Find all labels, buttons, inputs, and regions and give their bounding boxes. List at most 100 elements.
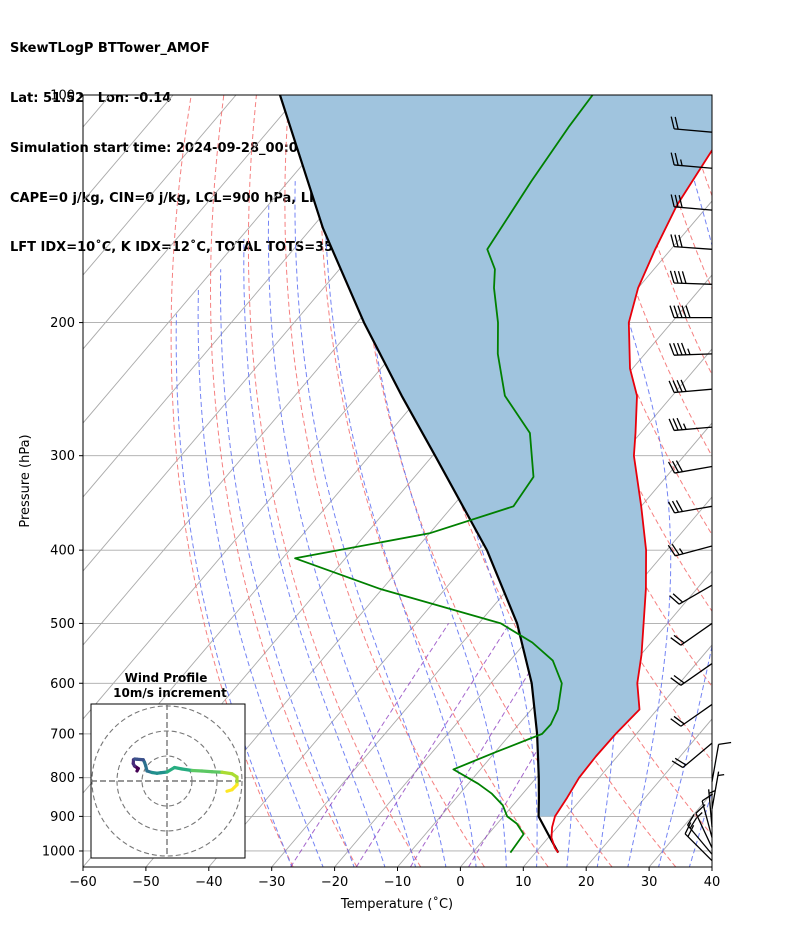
moist-adiabat <box>294 181 447 867</box>
mixing-ratio-line <box>409 623 561 867</box>
isotherm-line <box>83 95 237 276</box>
wind-barb <box>711 771 725 810</box>
wind-barb <box>687 814 713 855</box>
wind-barb <box>667 500 713 514</box>
dry-adiabat <box>319 95 549 867</box>
temperature-line <box>550 148 712 854</box>
wind-barbs <box>667 116 732 862</box>
y-tick-label: 300 <box>50 449 75 464</box>
isotherm-line <box>711 866 712 867</box>
mixing-ratio-line <box>290 623 450 867</box>
wind-barb <box>668 417 713 432</box>
moist-adiabat <box>657 95 712 867</box>
dry-adiabat <box>679 95 712 198</box>
x-tick-label: −10 <box>384 875 411 890</box>
moist-adiabat <box>356 110 507 867</box>
wind-barb <box>670 234 713 250</box>
isotherm-line <box>522 644 712 867</box>
dry-adiabat <box>209 95 358 867</box>
y-tick-label: 600 <box>50 677 75 692</box>
hodograph-segment <box>200 769 214 774</box>
hodograph-segment <box>190 768 204 773</box>
wind-barb <box>669 584 713 605</box>
mixing-ratio-line <box>355 623 511 867</box>
moist-adiabat <box>219 269 355 867</box>
dry-adiabat <box>484 95 712 688</box>
hodograph-segment <box>180 767 194 773</box>
hodograph-title: Wind Profile <box>125 671 208 685</box>
dry-adiabat <box>247 95 422 867</box>
dry-adiabat <box>581 95 712 458</box>
cin-shading <box>280 95 712 817</box>
wind-barb <box>670 622 713 646</box>
moist-adiabat <box>243 238 386 867</box>
axes: −60 −50 −40 −30 −20 −10 0 10 20 30 40 100 200 300 400 5… <box>42 89 720 891</box>
hodograph-segment <box>220 770 234 776</box>
moist-adiabat <box>688 789 712 867</box>
moist-adiabat <box>573 95 672 867</box>
isotherm-line <box>397 496 712 867</box>
isotherm-line <box>83 95 426 498</box>
isotherm-line <box>585 718 712 867</box>
wind-barb <box>670 703 713 727</box>
dry-adiabat <box>713 95 794 867</box>
dry-adiabat <box>745 95 794 867</box>
x-tick-label: 40 <box>704 875 721 890</box>
wind-barb <box>684 822 713 862</box>
y-tick-label: 700 <box>50 727 75 742</box>
y-tick-label: 400 <box>50 544 75 559</box>
dry-adiabat <box>170 95 294 867</box>
y-tick-label: 500 <box>50 617 75 632</box>
moist-adiabat <box>267 205 417 867</box>
y-tick-label: 200 <box>50 316 75 331</box>
moist-adiabat <box>751 95 794 869</box>
x-tick-label: −60 <box>69 875 96 890</box>
y-tick-label: 800 <box>50 771 75 786</box>
wind-barb <box>670 152 713 169</box>
x-tick-label: −20 <box>321 875 348 890</box>
moist-adiabat <box>197 287 324 867</box>
isotherm-line <box>83 95 363 424</box>
moist-adiabat <box>323 140 477 867</box>
dewpoint-line <box>294 95 594 854</box>
y-axis-title: Pressure (hPa) <box>18 434 33 527</box>
wind-barb <box>669 305 712 319</box>
x-axis-title: Temperature (˚C) <box>340 896 453 912</box>
wind-barb <box>667 460 713 474</box>
moist-adiabat <box>720 95 794 869</box>
profile-lines <box>278 95 712 854</box>
dry-adiabat <box>778 95 794 867</box>
hodograph-segment <box>210 770 224 774</box>
wind-barb <box>701 793 714 838</box>
cape-fill <box>280 95 712 817</box>
chart-title: SkewTLogP BTTower_AMOF <box>10 41 210 57</box>
x-tick-label: −40 <box>195 875 222 890</box>
hodograph-segment <box>225 788 234 793</box>
wind-barb <box>668 342 713 356</box>
wind-barb <box>671 742 713 769</box>
wind-barb <box>670 194 713 211</box>
isotherm-line <box>334 422 712 867</box>
x-tick-label: −50 <box>132 875 159 890</box>
isotherm-line <box>775 95 794 867</box>
y-tick-label: 900 <box>50 810 75 825</box>
wind-barb <box>670 116 713 133</box>
hodograph-subtitle: 10m/s increment <box>113 686 227 700</box>
x-tick-label: −30 <box>258 875 285 890</box>
x-tick-label: 20 <box>578 875 595 890</box>
wind-barb <box>667 543 713 557</box>
moist-adiabat <box>175 314 293 867</box>
y-tick-label: 100 <box>50 89 75 104</box>
wind-barb <box>670 663 713 686</box>
dry-adiabat <box>353 95 613 867</box>
dry-adiabat <box>284 95 485 867</box>
parcel-line <box>278 95 560 854</box>
x-tick-label: 30 <box>641 875 658 890</box>
y-tick-label: 1000 <box>42 844 75 859</box>
wind-barb <box>711 741 732 782</box>
isotherm-line <box>83 95 300 350</box>
x-tick-label: 0 <box>456 875 464 890</box>
x-tick-label: 10 <box>515 875 532 890</box>
